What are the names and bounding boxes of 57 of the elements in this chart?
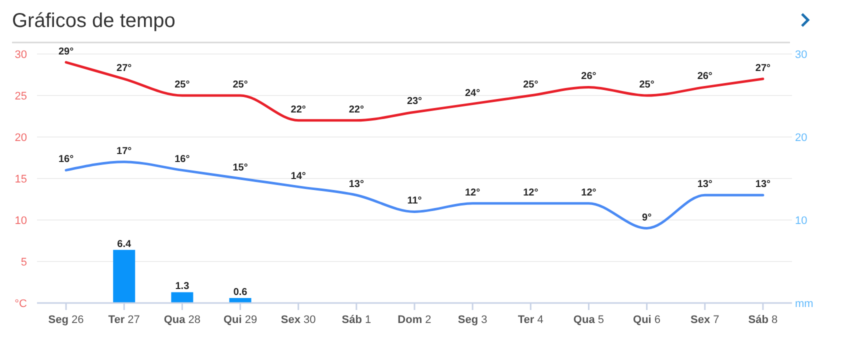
data-label: 22° (290, 104, 306, 116)
y2-tick-label: 30 (795, 49, 808, 61)
x-tick-label: Sáb 1 (342, 314, 372, 326)
data-label: 24° (465, 88, 480, 99)
data-label: 25° (523, 80, 538, 90)
y-tick-label: 20 (14, 132, 27, 144)
x-tick-label: Sáb 8 (748, 314, 778, 326)
x-tick-label: Ter 4 (518, 314, 544, 326)
x-tick-label: Seg 26 (48, 314, 84, 326)
bar (229, 298, 252, 303)
x-tick-label: Qua 28 (164, 314, 201, 326)
data-label: 13° (755, 179, 771, 190)
data-label: 27° (116, 62, 132, 74)
data-label: 11° (407, 196, 422, 207)
y2-tick-label: 10 (795, 215, 808, 227)
data-label: 6.4 (117, 238, 132, 250)
data-label: 1.3 (175, 281, 190, 292)
x-tick-label: Qua 5 (573, 314, 604, 326)
x-tick-label: Qui 29 (223, 314, 258, 326)
y-tick-label: °C (14, 298, 28, 310)
bar (171, 292, 194, 303)
y-tick-label: 25 (14, 90, 27, 102)
x-tick-label: Sex 30 (280, 314, 316, 326)
x-tick-label: Qui 6 (633, 314, 661, 326)
x-tick-label: Dom 2 (398, 314, 432, 326)
data-label: 9° (642, 212, 652, 224)
data-label: 29° (58, 46, 74, 58)
data-label: 0.6 (233, 287, 248, 298)
data-label: 27° (755, 62, 771, 74)
data-label: 16° (58, 154, 74, 166)
data-label: 26° (581, 71, 596, 82)
x-tick-label: Ter 27 (108, 314, 140, 326)
data-label: 25° (232, 80, 248, 90)
data-label: 15° (232, 162, 248, 174)
y-tick-label: 5 (20, 256, 27, 268)
data-label: 16° (174, 154, 190, 166)
data-label: 12° (523, 187, 538, 198)
data-label: 23° (406, 96, 422, 108)
data-label: 12° (465, 187, 480, 198)
data-label: 26° (697, 71, 712, 82)
y-tick-label: 30 (14, 49, 27, 61)
y2-tick-label: mm (795, 298, 814, 310)
bar (113, 250, 136, 303)
data-label: 13° (348, 179, 364, 190)
chart-title: Gráficos de tempo (12, 10, 176, 32)
y2-tick-label: 20 (795, 132, 808, 144)
data-label: 17° (116, 146, 132, 157)
x-tick-label: Seg 3 (458, 314, 488, 326)
data-label: 25° (639, 80, 654, 90)
y-tick-label: 15 (14, 174, 27, 186)
data-label: 25° (174, 80, 190, 90)
y-tick-label: 10 (14, 215, 27, 227)
x-tick-label: Sex 7 (690, 314, 720, 326)
data-label: 12° (581, 187, 596, 198)
data-label: 14° (290, 170, 306, 182)
data-label: 13° (697, 179, 712, 190)
data-label: 22° (348, 104, 364, 116)
